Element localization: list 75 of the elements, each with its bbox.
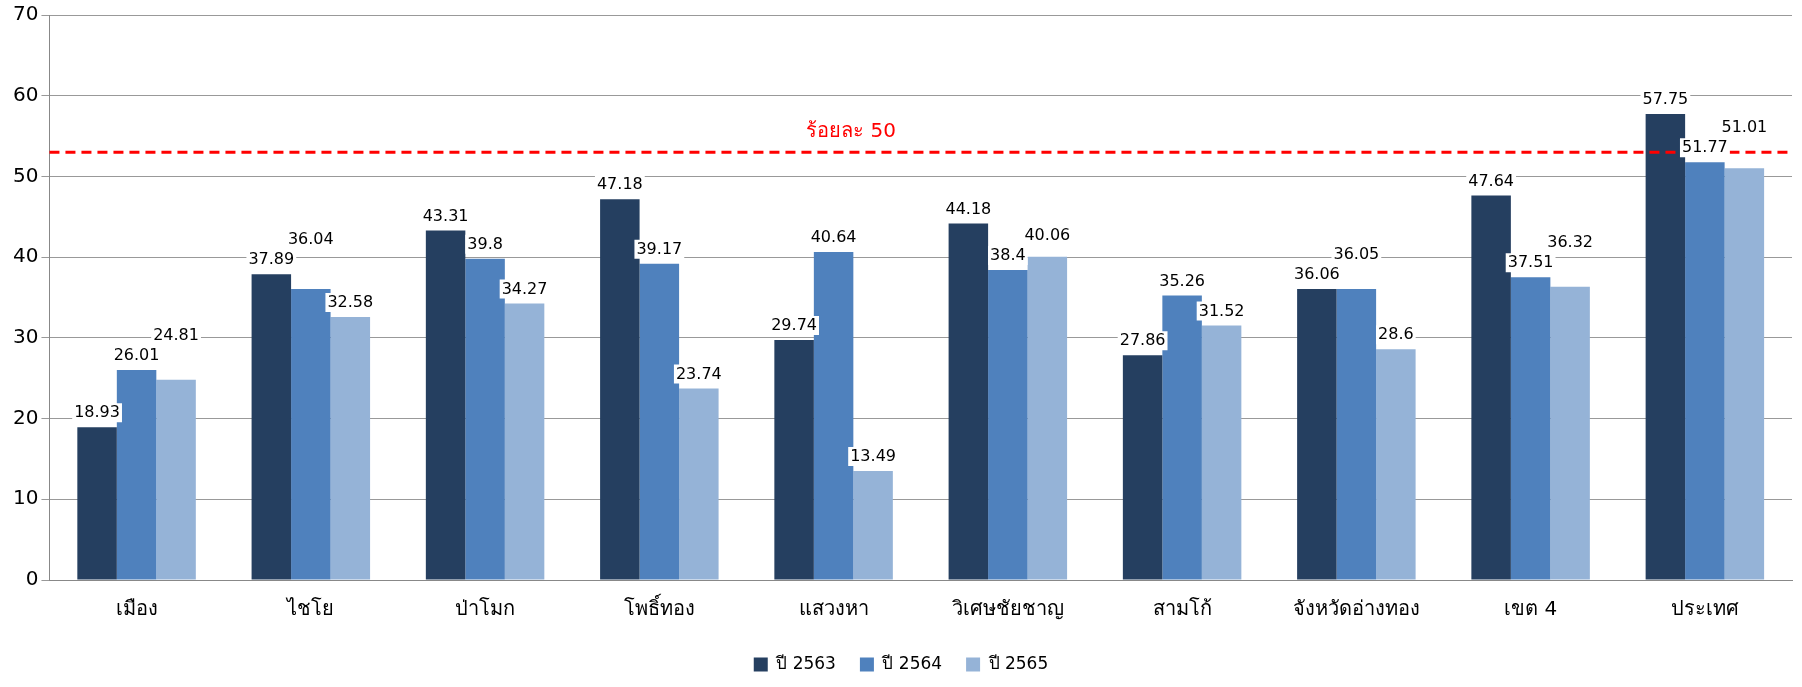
bar: [1201, 325, 1242, 580]
data-label: 31.52: [1198, 300, 1245, 320]
data-label: 36.04: [287, 229, 334, 249]
legend-label: ปี 2565: [987, 652, 1049, 673]
bar: [774, 339, 814, 580]
bar: [425, 230, 466, 580]
data-label: 51.01: [1721, 117, 1768, 137]
data-label: 18.93: [74, 402, 120, 422]
bar: [853, 471, 893, 580]
y-tick-label: 50: [13, 162, 39, 187]
data-label: 34.27: [501, 278, 548, 298]
data-label: 44.18: [945, 198, 992, 218]
data-label: 35.26: [1159, 270, 1206, 290]
data-label: 27.86: [1119, 330, 1166, 350]
data-label: 47.64: [1468, 170, 1515, 190]
y-tick-label: 20: [13, 404, 39, 429]
bar: [1510, 277, 1551, 580]
bar: [988, 270, 1028, 580]
bar: [251, 274, 292, 580]
data-label: 26.01: [113, 345, 160, 365]
bar: [77, 427, 117, 580]
bar: [1376, 349, 1416, 580]
y-tick-label: 60: [13, 81, 39, 106]
bar: [1027, 256, 1068, 580]
bar: [1122, 355, 1163, 580]
y-tick-label: 30: [13, 324, 39, 349]
bar: [330, 317, 371, 580]
x-tick-label: แสวงหา: [798, 596, 869, 621]
x-tick-label: ประเทศ: [1670, 596, 1739, 621]
bar: [465, 258, 505, 580]
x-tick-label: วิเศษชัยชาญ: [951, 596, 1064, 621]
data-label: 24.81: [153, 325, 199, 345]
bar: [1685, 162, 1725, 580]
x-tick-label: ป่าโมก: [455, 596, 516, 621]
x-tick-label: สามโก้: [1152, 596, 1212, 621]
x-tick-label: ไชโย: [285, 596, 335, 621]
x-tick-label: โพธิ์ทอง: [623, 593, 695, 621]
bar: [504, 303, 545, 580]
data-label: 51.77: [1681, 137, 1728, 157]
data-label: 39.8: [467, 233, 503, 253]
legend-label: ปี 2563: [775, 652, 836, 673]
data-label: 40.06: [1024, 225, 1071, 245]
data-label: 36.05: [1333, 244, 1380, 264]
data-label: 28.6: [1378, 324, 1414, 344]
bar: [1724, 168, 1765, 580]
data-label: 57.75: [1642, 89, 1689, 109]
y-tick-label: 0: [25, 566, 39, 591]
data-label: 29.74: [771, 315, 818, 335]
x-tick-label: เมือง: [115, 596, 158, 621]
data-label: 36.06: [1293, 264, 1340, 284]
data-label: 47.18: [596, 174, 643, 194]
bar: [1336, 289, 1377, 580]
x-tick-label: เขต 4: [1504, 596, 1558, 621]
data-label: 23.74: [675, 363, 722, 383]
bar: [1297, 288, 1337, 580]
data-label: 38.4: [990, 245, 1026, 265]
bar: [679, 388, 719, 580]
data-label: 40.64: [810, 227, 857, 247]
bar: [948, 223, 989, 580]
data-label: 13.49: [850, 446, 896, 466]
data-label: 32.58: [327, 292, 374, 312]
y-tick-label: 40: [13, 243, 39, 268]
y-tick-label: 10: [13, 485, 39, 510]
y-tick-label: 70: [13, 1, 39, 26]
data-label: 36.32: [1547, 232, 1594, 252]
bar: [1471, 195, 1511, 580]
data-label: 43.31: [422, 205, 469, 225]
legend-label: ปี 2564: [881, 652, 943, 673]
data-label: 37.51: [1507, 252, 1554, 272]
ref-line-label: ร้อยละ 50: [806, 118, 896, 143]
x-tick-label: จังหวัดอ่างทอง: [1292, 596, 1420, 621]
bar: [1550, 286, 1590, 580]
data-label: 37.89: [248, 249, 295, 269]
bar: [156, 379, 196, 580]
data-label: 39.17: [636, 239, 683, 258]
